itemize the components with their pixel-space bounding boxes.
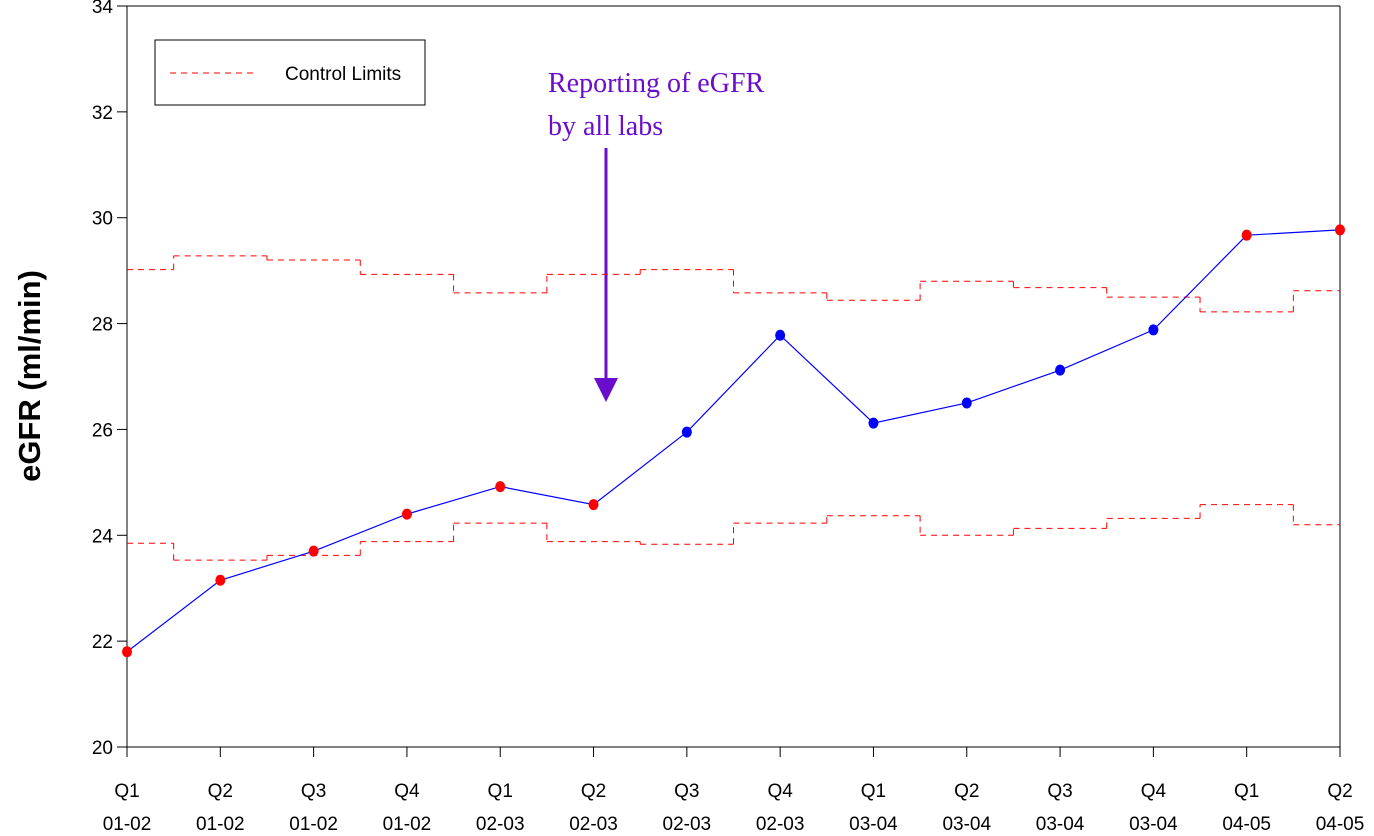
x-tick-label: Q3: [301, 781, 326, 802]
annotation: Reporting of eGFR: [548, 68, 765, 99]
x-tick-label: Q2: [208, 781, 233, 802]
x-tick-label: Q2: [1327, 781, 1352, 802]
x-tick-label: 02-03: [663, 814, 712, 835]
data-point: [961, 397, 972, 409]
x-tick-label: 01-02: [196, 814, 245, 835]
data-point: [868, 417, 879, 429]
annotation: by all labs: [548, 111, 663, 142]
x-tick-label: Q4: [1141, 781, 1167, 802]
legend-box: [154, 39, 426, 106]
x-tick-label: Q3: [1047, 781, 1072, 802]
data-point: [681, 426, 692, 438]
x-tick-label: Q3: [674, 781, 699, 802]
x-tick-label: 04-05: [1222, 814, 1271, 835]
y-tick-label: 32: [92, 103, 113, 124]
data-point: [1055, 364, 1066, 376]
x-tick-label: 01-02: [383, 814, 432, 835]
legend-label: Control Limits: [285, 64, 401, 85]
data-point: [308, 545, 319, 557]
annotation-arrowhead: [594, 378, 618, 402]
x-tick-label: 01-02: [103, 814, 152, 835]
y-tick-label: 24: [92, 526, 114, 547]
y-tick-label: 28: [92, 315, 113, 336]
x-tick-label: 03-04: [1129, 814, 1178, 835]
x-tick-label: 02-03: [476, 814, 525, 835]
x-tick-label: Q1: [488, 781, 513, 802]
data-point: [122, 646, 132, 658]
x-tick-label: 03-04: [1036, 814, 1085, 835]
data-point: [1335, 224, 1345, 236]
x-tick-label: Q2: [581, 781, 606, 802]
x-tick-label: Q2: [954, 781, 979, 802]
x-tick-label: Q4: [767, 781, 793, 802]
y-axis-label: eGFR (ml/min): [12, 270, 47, 482]
x-tick-label: Q1: [1234, 781, 1259, 802]
data-point: [588, 499, 599, 511]
y-tick-label: 30: [92, 209, 113, 230]
x-tick-label: Q1: [114, 781, 139, 802]
x-tick-label: 01-02: [289, 814, 338, 835]
data-point: [401, 508, 412, 520]
x-tick-label: Q1: [861, 781, 886, 802]
x-tick-label: 02-03: [756, 814, 805, 835]
x-tick-label: 04-05: [1316, 814, 1365, 835]
x-tick-label: Q4: [394, 781, 420, 802]
y-tick-label: 34: [92, 0, 114, 18]
y-tick-label: 26: [92, 420, 113, 441]
y-tick-label: 20: [92, 738, 113, 759]
x-tick-label: 03-04: [942, 814, 991, 835]
data-point: [1148, 324, 1159, 336]
x-tick-label: 02-03: [569, 814, 618, 835]
data-point: [215, 574, 226, 586]
y-tick-label: 22: [92, 632, 113, 653]
data-point: [775, 329, 786, 341]
data-point: [495, 481, 506, 493]
data-point: [1241, 229, 1252, 241]
data-line: [126, 229, 1341, 653]
x-tick-label: 03-04: [849, 814, 898, 835]
